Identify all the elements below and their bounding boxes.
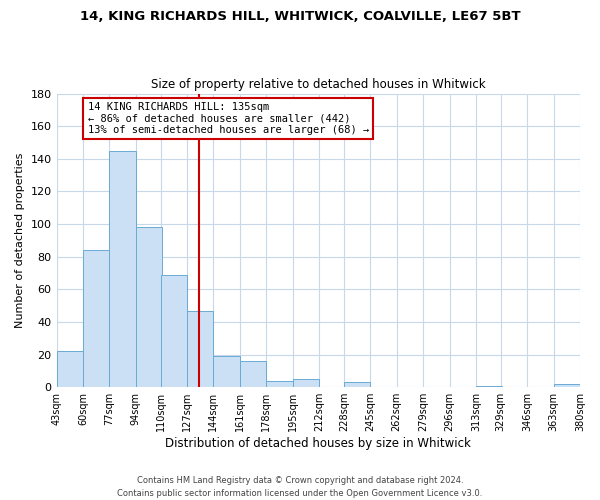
Bar — [187, 310, 214, 387]
Bar — [56, 352, 83, 387]
Text: 14, KING RICHARDS HILL, WHITWICK, COALVILLE, LE67 5BT: 14, KING RICHARDS HILL, WHITWICK, COALVI… — [80, 10, 520, 23]
Bar — [293, 379, 319, 387]
Bar — [266, 380, 293, 387]
Bar — [109, 150, 136, 387]
Bar — [476, 386, 502, 387]
Bar — [161, 274, 187, 387]
Bar — [344, 382, 370, 387]
Bar — [83, 250, 109, 387]
Bar — [214, 356, 240, 387]
Bar — [136, 228, 162, 387]
Bar — [240, 361, 266, 387]
X-axis label: Distribution of detached houses by size in Whitwick: Distribution of detached houses by size … — [166, 437, 471, 450]
Title: Size of property relative to detached houses in Whitwick: Size of property relative to detached ho… — [151, 78, 485, 91]
Y-axis label: Number of detached properties: Number of detached properties — [15, 152, 25, 328]
Text: Contains HM Land Registry data © Crown copyright and database right 2024.
Contai: Contains HM Land Registry data © Crown c… — [118, 476, 482, 498]
Bar — [554, 384, 580, 387]
Text: 14 KING RICHARDS HILL: 135sqm
← 86% of detached houses are smaller (442)
13% of : 14 KING RICHARDS HILL: 135sqm ← 86% of d… — [88, 102, 369, 135]
